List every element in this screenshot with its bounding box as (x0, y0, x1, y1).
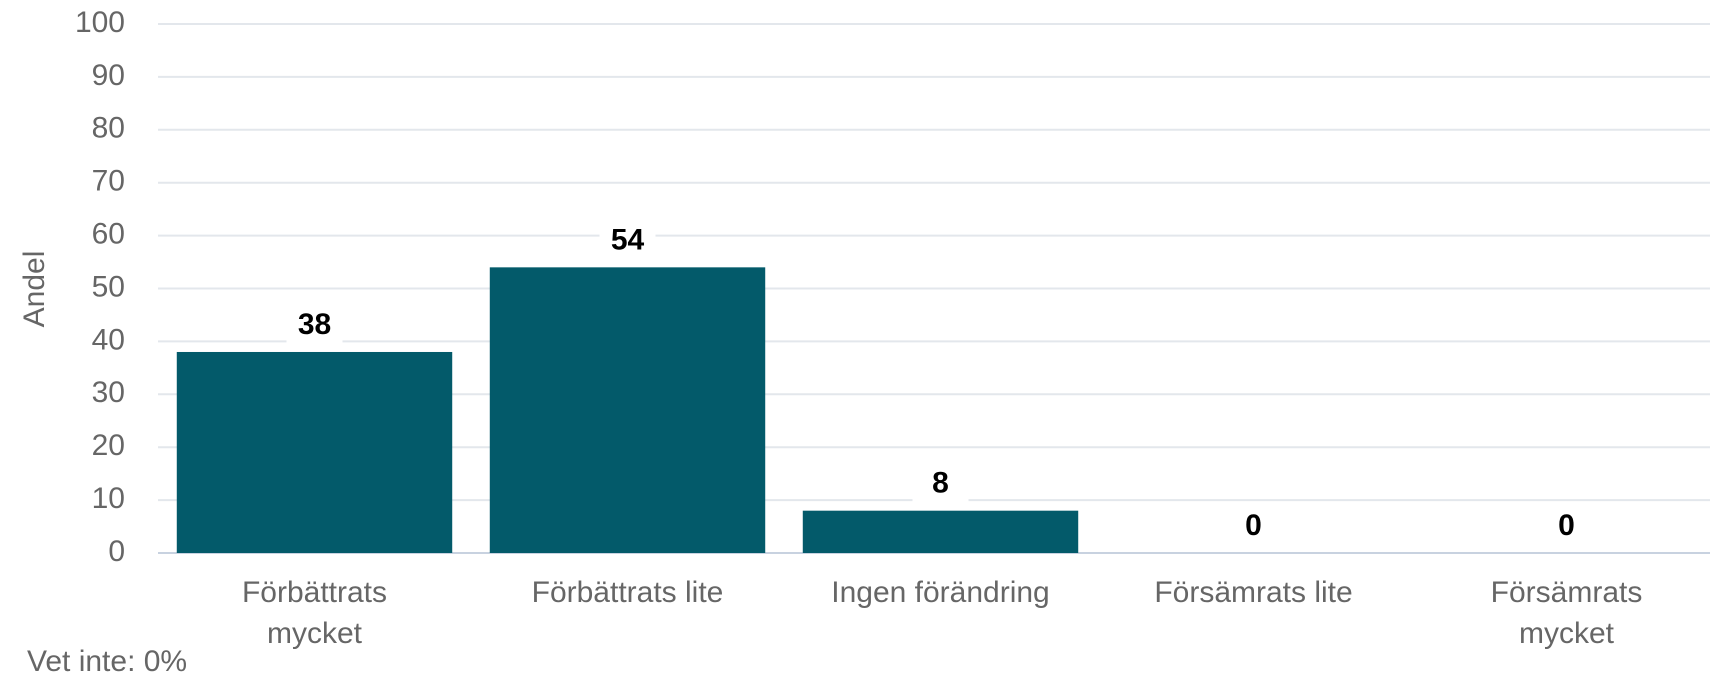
value-label: 54 (611, 223, 645, 256)
x-tick-label: Förbättrats lite (531, 576, 724, 609)
y-tick-label: 60 (92, 218, 125, 251)
y-tick-label: 20 (92, 429, 125, 462)
value-label: 0 (1245, 509, 1262, 542)
x-tick-label: Förbättrats mycket (241, 576, 388, 650)
label-bg (286, 303, 343, 348)
y-tick-label: 50 (92, 270, 125, 303)
annotation: Vet inte: 0% (27, 645, 187, 678)
y-tick-label: 90 (92, 59, 125, 92)
bar (489, 267, 766, 553)
y-tick-label: 100 (75, 6, 125, 39)
label-bg (1538, 505, 1595, 549)
bar (176, 351, 453, 553)
y-tick-label: 40 (92, 323, 125, 356)
value-label: 38 (298, 308, 331, 341)
y-tick-label: 30 (92, 376, 125, 409)
label-bg (1225, 505, 1282, 549)
x-tick-label: Ingen förändring (831, 576, 1050, 609)
y-tick-label: 0 (108, 535, 125, 568)
value-label: 0 (1558, 509, 1575, 542)
y-axis-label: Andel (18, 251, 51, 328)
label-bg (599, 219, 656, 264)
value-label: 8 (932, 467, 949, 500)
y-tick-label: 10 (92, 482, 125, 515)
y-tick-label: 80 (92, 112, 125, 145)
x-tick-label: Försämrats mycket (1490, 576, 1643, 650)
x-tick-label: Försämrats lite (1154, 576, 1353, 609)
label-bg (912, 462, 969, 507)
y-tick-label: 70 (92, 165, 125, 198)
bar (802, 510, 1079, 553)
